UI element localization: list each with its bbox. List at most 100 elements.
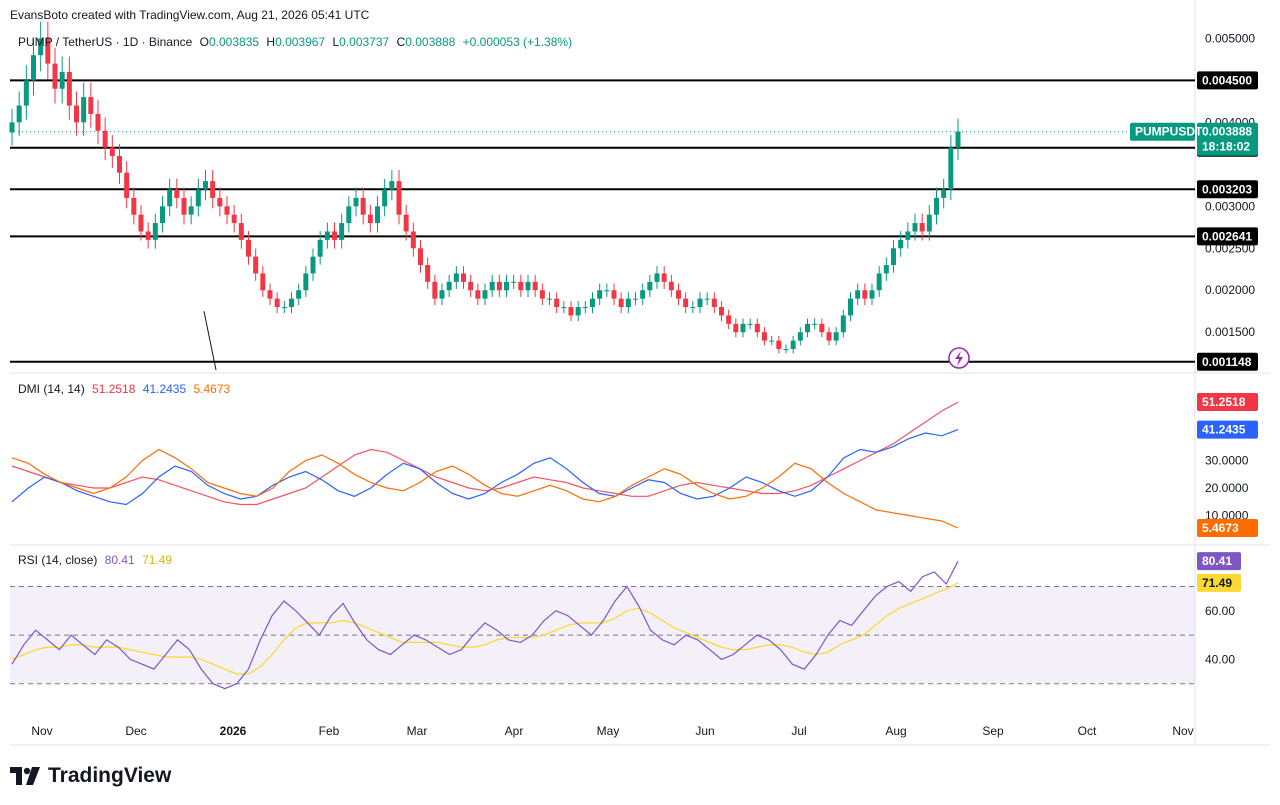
rsi-tag: 80.41 <box>1202 554 1232 568</box>
candles <box>9 21 970 369</box>
open-value: 0.003835 <box>208 35 260 49</box>
rsi-legend[interactable]: RSI (14, close) 80.41 71.49 <box>18 553 176 567</box>
candle-body <box>246 239 251 257</box>
candle-body <box>396 181 402 215</box>
value-tags: 0.0045000.0036980.0032030.0026410.001148… <box>1130 71 1258 592</box>
candle-body <box>862 290 868 299</box>
h-label: H <box>266 35 276 49</box>
candle-body <box>274 298 280 308</box>
adx-line <box>11 401 959 506</box>
candle-body <box>410 231 416 249</box>
candle-body <box>934 197 939 215</box>
ohlc-legend: PUMP / TetherUS · 1D · Binance O0.003835… <box>18 35 576 49</box>
candle-body <box>52 63 58 89</box>
plus-di-line <box>11 429 959 506</box>
candle-body <box>647 281 653 291</box>
candle-body <box>418 248 423 266</box>
candle-body <box>317 239 323 257</box>
level-tag: 0.004500 <box>1202 73 1252 87</box>
time-tick-label: Oct <box>1078 724 1097 738</box>
symbol-label[interactable]: PUMP / TetherUS · 1D · Binance <box>18 35 193 49</box>
tradingview-logo[interactable]: TradingView <box>10 764 171 788</box>
close-value: 0.003888 <box>405 35 456 49</box>
dmi-plus-value: 41.2435 <box>142 382 187 396</box>
candle-body <box>238 223 244 240</box>
countdown-tag: 18:18:02 <box>1202 140 1250 154</box>
price-tick-label: 0.002000 <box>1205 283 1255 297</box>
brand-name: TradingView <box>48 764 172 787</box>
candle-body <box>554 298 560 308</box>
candle-body <box>833 332 839 341</box>
level-tag: 0.001148 <box>1202 355 1252 369</box>
candle-body <box>496 281 502 291</box>
candle-body <box>955 131 961 148</box>
candle-body <box>762 332 767 341</box>
candle-body <box>676 290 681 299</box>
candle-body <box>618 298 624 308</box>
candle-body <box>152 223 158 240</box>
candle-body <box>848 298 853 316</box>
time-tick-label: Aug <box>885 724 906 738</box>
candle-body <box>346 206 352 224</box>
candle-body <box>532 281 538 291</box>
candle-body <box>719 307 724 316</box>
candle-body <box>654 273 660 282</box>
candle-body <box>797 332 803 341</box>
candle-body <box>826 332 832 341</box>
last-price-tag-bg <box>1197 122 1258 141</box>
candle-body <box>704 298 710 300</box>
candle-body <box>281 307 287 309</box>
candle-body <box>188 206 194 215</box>
candle-body <box>81 97 87 123</box>
candle-body <box>260 273 266 291</box>
level-tag-bg <box>1197 352 1258 371</box>
minus-di-tag-bg <box>1197 518 1258 537</box>
candle-body <box>389 181 395 190</box>
candle-body <box>575 307 581 316</box>
candle-body <box>539 290 545 299</box>
time-tick-label: Apr <box>505 724 524 738</box>
candle-body <box>38 38 44 56</box>
dmi-legend[interactable]: DMI (14, 14) 51.2518 41.2435 5.4673 <box>18 382 234 396</box>
candle-body <box>303 273 309 291</box>
l-label: L <box>332 35 340 49</box>
time-tick-label: 2026 <box>220 724 247 738</box>
time-tick-label: Dec <box>125 724 146 738</box>
time-tick-label: Jul <box>791 724 806 738</box>
candle-body <box>446 281 452 291</box>
candle-body <box>9 122 15 133</box>
candle-body <box>711 298 717 308</box>
time-axis: Nov Dec 2026 Feb Mar Apr May Jun Jul Aug Sep Oct Nov <box>31 724 1193 738</box>
time-tick-label: May <box>597 724 620 738</box>
candle-body <box>267 290 273 299</box>
rsi-ma-line <box>11 582 959 675</box>
candle-body <box>898 239 904 249</box>
candle-body <box>167 189 173 207</box>
candle-body <box>74 105 79 123</box>
change-value: +0.000053 (+1.38%) <box>462 35 573 49</box>
dmi-tick-label: 30.0000 <box>1205 454 1249 468</box>
candle-body <box>568 307 574 316</box>
candle-body <box>217 197 223 207</box>
candle-body <box>425 265 431 282</box>
minus-di-line <box>11 448 959 529</box>
candle-body <box>582 307 588 309</box>
candle-body <box>926 214 932 232</box>
candle-body <box>697 298 703 308</box>
candle-body <box>661 273 667 282</box>
candle-body <box>776 340 782 350</box>
candle-body <box>66 71 72 106</box>
candle-body <box>819 323 825 333</box>
candle-body <box>840 315 846 333</box>
candle-body <box>195 189 201 207</box>
candle-body <box>124 172 130 198</box>
rsi-label: RSI (14, close) <box>18 553 98 567</box>
candle-body <box>468 281 474 291</box>
candle-body <box>45 38 51 64</box>
candle-body <box>439 290 445 299</box>
candle-body <box>102 130 108 148</box>
rsi-tick-label: 60.00 <box>1205 604 1235 618</box>
candle-body <box>525 281 531 291</box>
candle-body <box>145 231 151 240</box>
candle-body <box>461 273 466 282</box>
